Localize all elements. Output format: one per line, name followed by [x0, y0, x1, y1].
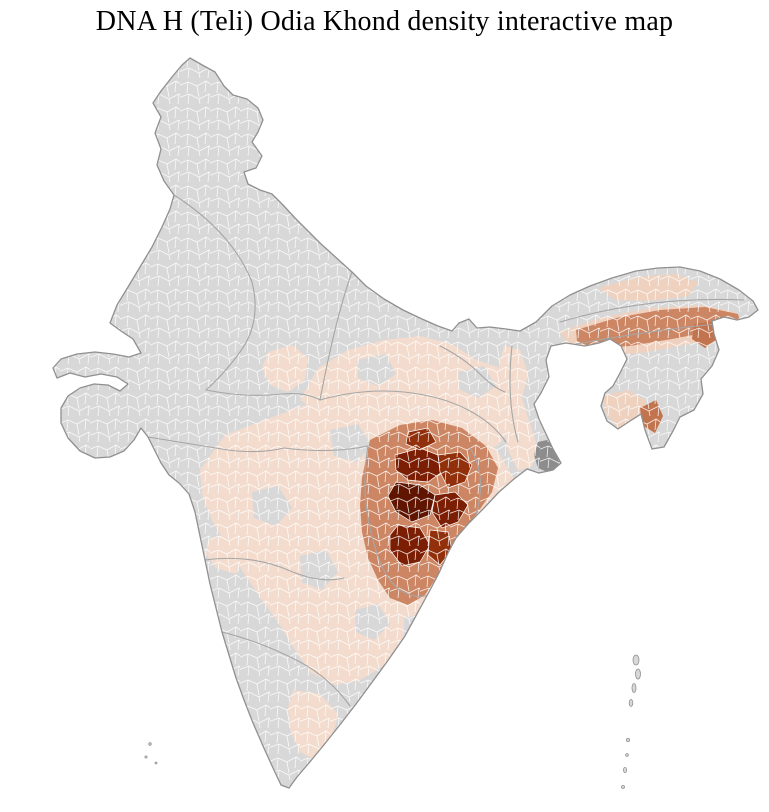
- state-border-line: [559, 298, 745, 323]
- state-border-line: [509, 345, 519, 443]
- islands[interactable]: [144, 654, 641, 789]
- state-border-line: [439, 345, 506, 393]
- state-border-line: [364, 445, 482, 597]
- island-shape[interactable]: [626, 738, 631, 743]
- island-shape[interactable]: [631, 683, 637, 693]
- island-shape[interactable]: [635, 668, 641, 680]
- island-shape[interactable]: [623, 767, 628, 774]
- state-border-line: [147, 436, 369, 453]
- state-border-line: [204, 557, 345, 581]
- state-border-line: [319, 390, 469, 411]
- state-border-line: [173, 194, 256, 391]
- state-border-line: [319, 271, 353, 401]
- island-shape[interactable]: [628, 699, 634, 707]
- state-border-line: [205, 389, 321, 401]
- state-border-line: [467, 409, 507, 443]
- island-shape[interactable]: [154, 761, 158, 765]
- state-borders: [147, 194, 745, 707]
- page-title: DNA H (Teli) Odia Khond density interact…: [95, 6, 674, 37]
- island-shape[interactable]: [621, 785, 625, 789]
- island-shape[interactable]: [625, 753, 629, 757]
- island-shape[interactable]: [632, 654, 640, 666]
- island-shape[interactable]: [144, 755, 148, 759]
- island-shape[interactable]: [148, 742, 152, 746]
- state-border-line: [221, 631, 351, 707]
